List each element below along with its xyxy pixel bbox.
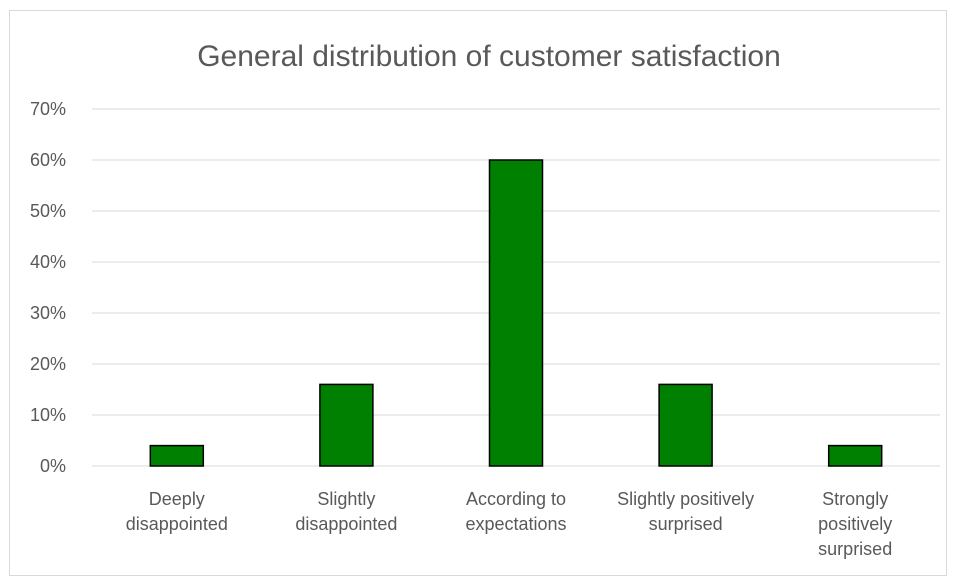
x-axis-categories: Deeply disappointed Slightly disappointed Ac…	[126, 489, 892, 559]
bar	[827, 444, 883, 467]
chart-title: General distribution of customer satisfa…	[197, 40, 781, 73]
y-tick-label: 70%	[30, 99, 66, 119]
bar	[319, 383, 374, 467]
y-tick-label: 60%	[30, 150, 66, 170]
y-tick-label: 10%	[30, 405, 66, 425]
y-tick-label: 50%	[30, 201, 66, 221]
y-axis-ticks: 0% 10% 20% 30% 40% 50% 60% 70%	[30, 99, 66, 476]
x-category-label: Strongly positively surprised	[818, 489, 892, 559]
y-tick-label: 20%	[30, 354, 66, 374]
y-tick-label: 40%	[30, 252, 66, 272]
x-category-label: Slightly disappointed	[295, 489, 397, 534]
x-category-label: According to expectations	[465, 489, 566, 534]
y-tick-label: 0%	[40, 456, 66, 476]
bars	[149, 159, 883, 467]
bar	[149, 444, 205, 467]
chart-frame	[9, 10, 947, 576]
bar	[488, 159, 544, 467]
x-category-label: Slightly positively surprised	[617, 489, 754, 534]
y-tick-label: 30%	[30, 303, 66, 323]
bar	[658, 383, 713, 467]
x-category-label: Deeply disappointed	[126, 489, 228, 534]
